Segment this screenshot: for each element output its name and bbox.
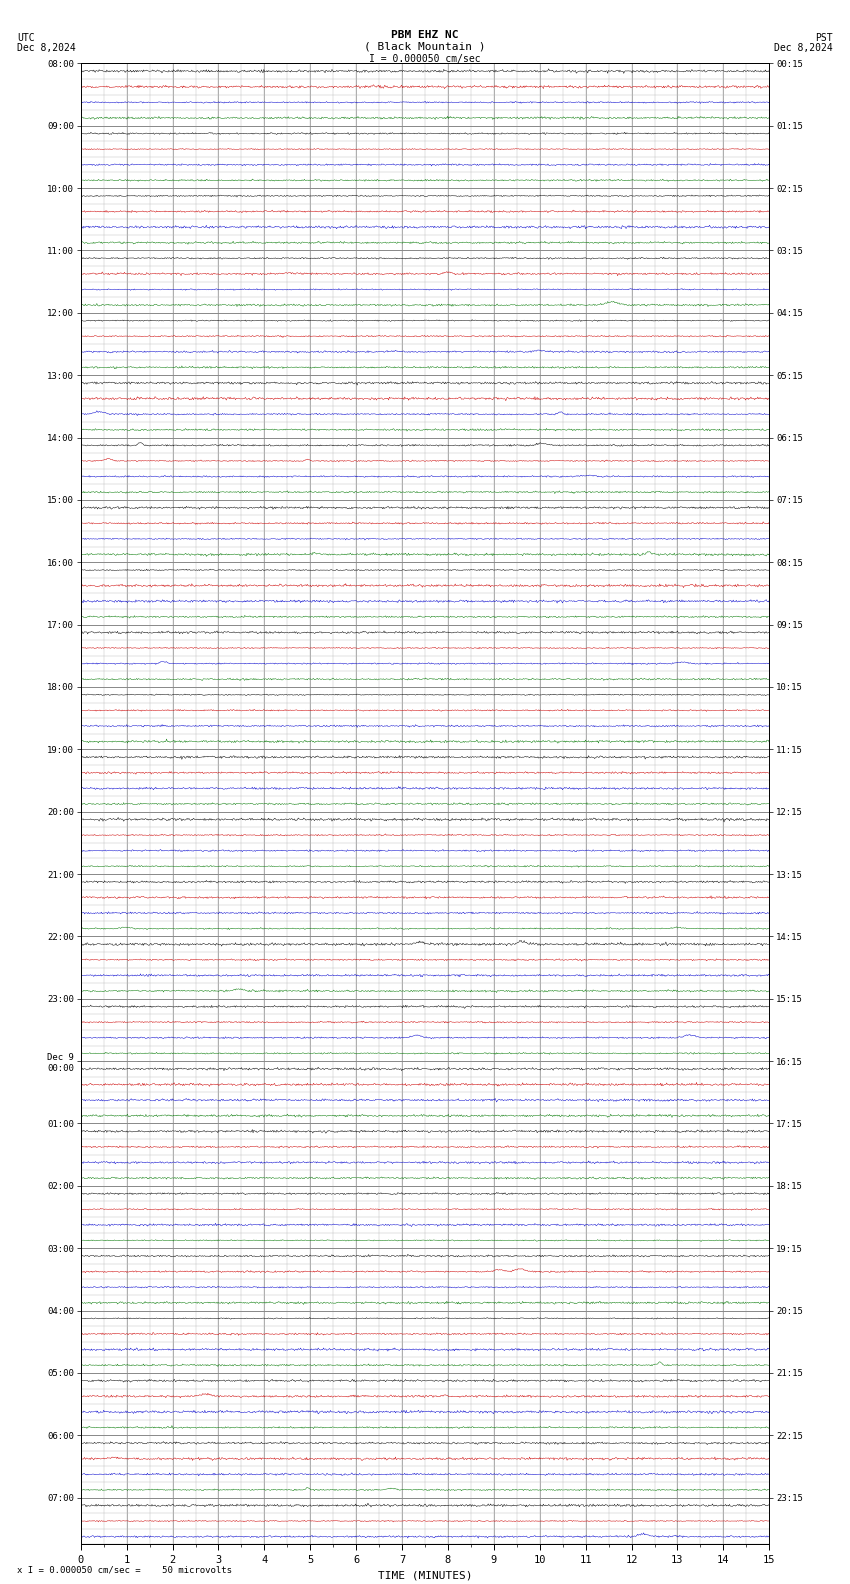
X-axis label: TIME (MINUTES): TIME (MINUTES) xyxy=(377,1570,473,1581)
Text: I = 0.000050 cm/sec: I = 0.000050 cm/sec xyxy=(369,54,481,63)
Text: Dec 8,2024: Dec 8,2024 xyxy=(17,43,76,52)
Text: PBM EHZ NC: PBM EHZ NC xyxy=(391,30,459,40)
Text: x I = 0.000050 cm/sec =    50 microvolts: x I = 0.000050 cm/sec = 50 microvolts xyxy=(17,1565,232,1574)
Text: ( Black Mountain ): ( Black Mountain ) xyxy=(365,41,485,51)
Text: UTC: UTC xyxy=(17,33,35,43)
Text: PST: PST xyxy=(815,33,833,43)
Text: Dec 8,2024: Dec 8,2024 xyxy=(774,43,833,52)
